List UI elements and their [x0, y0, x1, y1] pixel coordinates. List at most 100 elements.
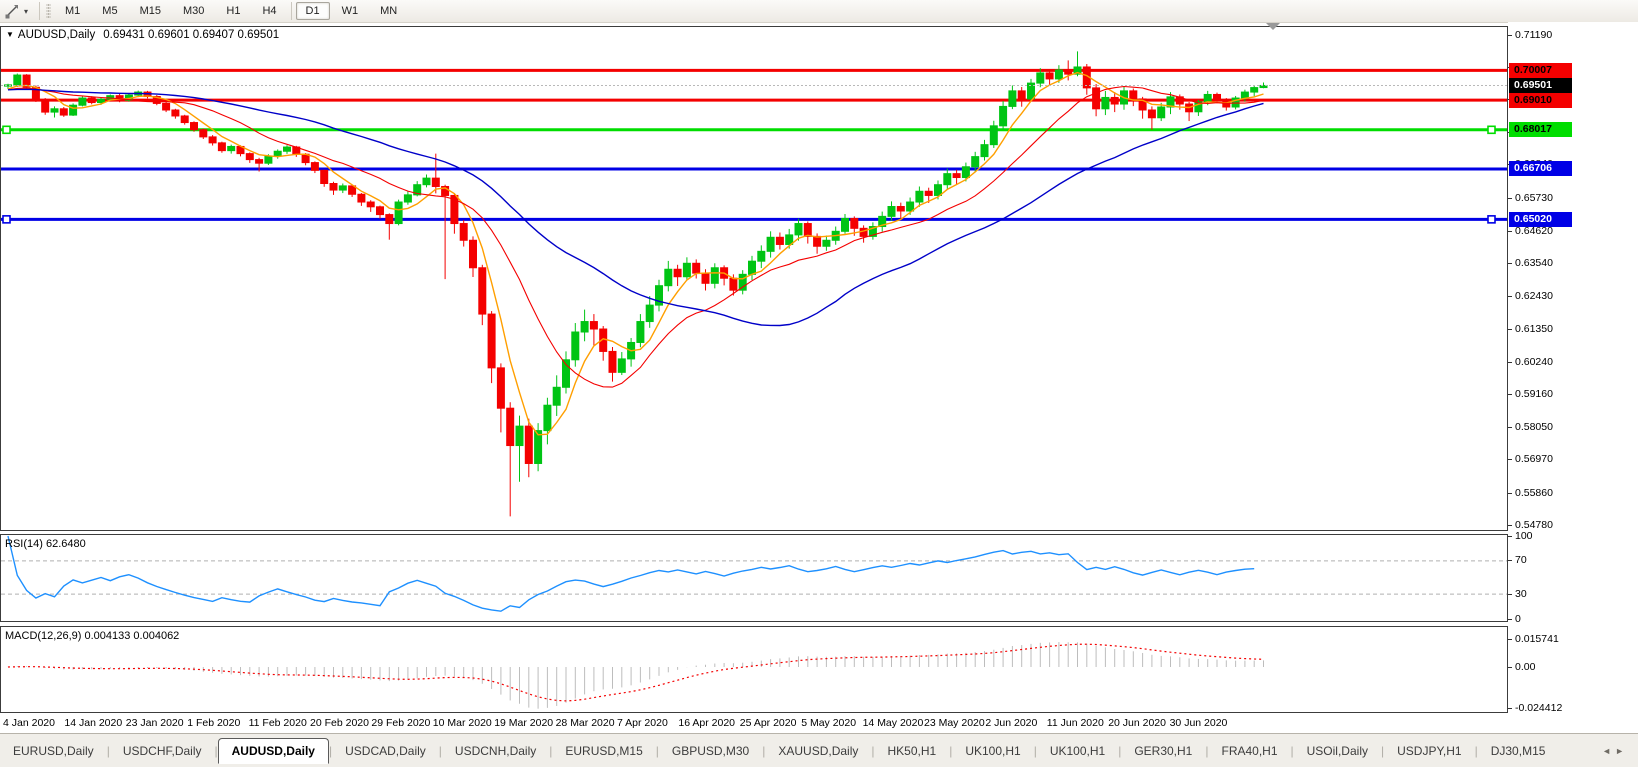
tab-separator: |: [871, 743, 875, 758]
price-tick: [1508, 361, 1512, 363]
price-tick: [1508, 197, 1512, 199]
timeframe-button-m30[interactable]: M30: [182, 5, 205, 17]
tab-separator: |: [106, 743, 110, 758]
tab-uk100-h1[interactable]: UK100,H1: [1049, 743, 1106, 758]
macd-scale-label: 0.00: [1515, 660, 1536, 673]
macd-panel-border: [0, 626, 1508, 713]
tab-xauusd-daily[interactable]: XAUUSD,Daily: [778, 743, 859, 758]
price-tick-label: 0.55860: [1515, 486, 1553, 499]
price-tick: [1508, 524, 1512, 526]
tab-gbpusd-m30[interactable]: GBPUSD,M30: [671, 743, 750, 758]
timeframe-button-m1[interactable]: M1: [65, 5, 81, 17]
date-label: 11 Feb 2020: [248, 717, 307, 729]
price-tick: [1508, 230, 1512, 232]
date-label: 2 Jun 2020: [985, 717, 1038, 729]
tab-usdcad-daily[interactable]: USDCAD,Daily: [345, 743, 426, 758]
trendline-tool-icon[interactable]: [4, 3, 20, 19]
timeframe-toolbar: ▾ M1 M5 M15 M30 H1 H4 D1 W1 MN: [0, 0, 1638, 23]
date-label: 19 Mar 2020: [494, 717, 554, 729]
tab-uk100-h1[interactable]: UK100,H1: [965, 743, 1021, 758]
macd-indicator-label: MACD(12,26,9) 0.004133 0.004062: [5, 630, 180, 642]
rsi-panel-border: [0, 534, 1508, 622]
rsi-scale-label: 70: [1515, 554, 1527, 567]
price-tick-label: 0.62430: [1515, 290, 1553, 303]
timeframe-button-m5[interactable]: M5: [102, 5, 118, 17]
timeframe-button-h1[interactable]: H1: [226, 5, 241, 17]
line-handle[interactable]: [2, 215, 11, 224]
date-label: 1 Feb 2020: [187, 717, 241, 729]
tab-separator: |: [1474, 743, 1478, 758]
timeframe-button-d1[interactable]: D1: [295, 2, 330, 20]
tool-dropdown-caret[interactable]: ▾: [24, 6, 29, 16]
tab-usdchf-daily[interactable]: USDCHF,Daily: [122, 743, 202, 758]
rsi-tick: [1508, 535, 1512, 537]
tab-usdjpy-h1[interactable]: USDJPY,H1: [1397, 743, 1462, 758]
tab-scroll-left-icon[interactable]: ◄: [1602, 745, 1616, 756]
tab-eurusd-m15[interactable]: EURUSD,M15: [565, 743, 643, 758]
tab-separator: |: [949, 743, 953, 758]
price-line-badge: 0.65020: [1509, 211, 1572, 227]
date-label: 4 Jan 2020: [3, 717, 55, 729]
price-axis[interactable]: 0.711900.701100.690300.679200.668400.657…: [1508, 22, 1638, 733]
date-label: 10 Mar 2020: [432, 717, 492, 729]
date-label: 30 Jun 2020: [1169, 717, 1228, 729]
price-tick-label: 0.71190: [1515, 28, 1553, 41]
timeframe-button-mn[interactable]: MN: [380, 5, 398, 17]
date-label: 11 Jun 2020: [1046, 717, 1104, 729]
price-tick: [1508, 459, 1512, 461]
date-label: 14 Jan 2020: [64, 717, 123, 729]
date-label: 16 Apr 2020: [678, 717, 736, 729]
toolbar-grip[interactable]: [46, 3, 52, 19]
price-line-badge: 0.70007: [1509, 62, 1572, 78]
tab-separator: |: [1118, 743, 1122, 758]
price-tick-label: 0.63540: [1515, 257, 1553, 270]
ma-34-line: [7, 88, 1264, 327]
rsi-indicator-label: RSI(14) 62.6480: [5, 538, 86, 550]
date-label: 5 May 2020: [801, 717, 857, 729]
tab-audusd-daily[interactable]: AUDUSD,Daily: [217, 738, 329, 764]
tab-scroll-arrows: ◄►: [1602, 746, 1638, 756]
chart-ohlc-values: 0.69431 0.69601 0.69407 0.69501: [103, 29, 280, 41]
macd-histogram: [7, 642, 1264, 709]
timeframe-button-h4[interactable]: H4: [262, 5, 277, 17]
tab-separator: |: [1380, 743, 1385, 758]
macd-scale-label: -0.024412: [1515, 702, 1563, 715]
price-tick-label: 0.58050: [1515, 421, 1553, 434]
rsi-panel-canvas[interactable]: [0, 534, 1508, 623]
tab-fra40-h1[interactable]: FRA40,H1: [1221, 743, 1278, 758]
timeframe-button-w1[interactable]: W1: [341, 5, 359, 17]
rsi-value: 62.6480: [45, 538, 86, 550]
main-chart-canvas[interactable]: [0, 22, 1508, 533]
price-tick: [1508, 393, 1512, 395]
tab-eurusd-daily[interactable]: EURUSD,Daily: [13, 743, 94, 758]
macd-panel-canvas[interactable]: [0, 626, 1508, 714]
tab-ger30-h1[interactable]: GER30,H1: [1134, 743, 1193, 758]
chart-title: ▼ AUDUSD,Daily 0.69431 0.69601 0.69407 0.6…: [6, 29, 279, 41]
toolbar-separator: [290, 2, 292, 20]
rsi-tick: [1508, 618, 1512, 620]
tab-dj30-m15[interactable]: DJ30,M15: [1490, 743, 1546, 758]
line-handle[interactable]: [1487, 215, 1496, 224]
macd-tick: [1508, 666, 1512, 668]
tab-usdcnh-daily[interactable]: USDCNH,Daily: [454, 743, 537, 758]
rsi-scale-label: 0: [1515, 612, 1521, 625]
macd-values: 0.004133 0.004062: [84, 630, 180, 642]
ma-13-line: [7, 85, 1264, 388]
tab-scroll-right-icon[interactable]: ►: [1615, 745, 1628, 756]
price-tick-label: 0.54780: [1515, 518, 1553, 531]
tab-hk50-h1[interactable]: HK50,H1: [887, 743, 937, 758]
date-label: 7 Apr 2020: [617, 717, 668, 729]
line-handle[interactable]: [2, 125, 11, 135]
tab-separator: |: [549, 743, 553, 758]
chart-shift-marker-icon[interactable]: [1266, 23, 1280, 30]
tab-usoil-daily[interactable]: USOil,Daily: [1306, 743, 1368, 758]
timeframe-button-m15[interactable]: M15: [139, 5, 161, 17]
date-label: 29 Feb 2020: [371, 717, 431, 729]
chart-symbol-label: AUDUSD,Daily: [17, 29, 96, 41]
symbol-dropdown-arrow-icon[interactable]: ▼: [6, 30, 14, 39]
price-tick: [1508, 263, 1512, 265]
date-label: 23 Jan 2020: [125, 717, 184, 729]
line-handle[interactable]: [1487, 125, 1496, 135]
date-label: 20 Jun 2020: [1108, 717, 1166, 729]
